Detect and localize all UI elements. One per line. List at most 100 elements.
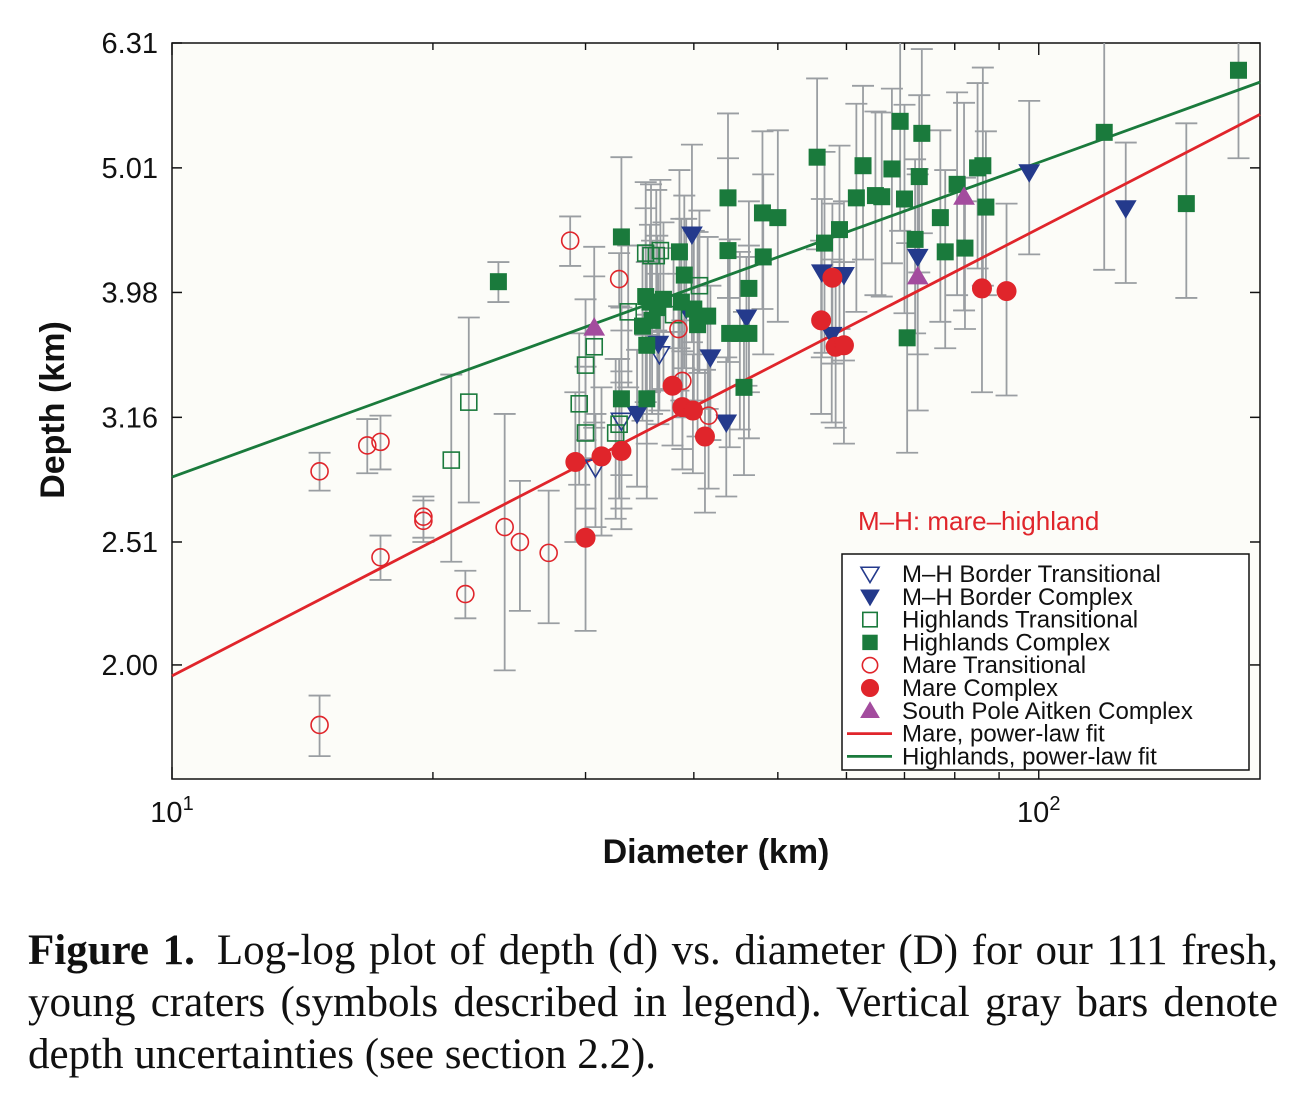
data-point <box>811 310 832 331</box>
data-point <box>740 279 758 297</box>
figure-caption: Figure 1. Log-log plot of depth (d) vs. d… <box>28 925 1278 1081</box>
caption-label: Figure 1. <box>28 927 195 974</box>
data-point <box>654 290 672 308</box>
legend-marker <box>860 678 880 698</box>
fit-line <box>171 80 1261 479</box>
data-point <box>442 451 461 469</box>
data-point <box>898 329 916 347</box>
data-point <box>699 349 722 368</box>
data-point <box>495 517 514 537</box>
data-point <box>833 335 854 356</box>
data-point <box>830 221 848 239</box>
data-point <box>754 248 772 266</box>
data-points <box>310 61 1247 735</box>
data-point <box>510 532 530 552</box>
y-tick-label: 5.01 <box>102 153 158 185</box>
data-point <box>854 157 872 175</box>
data-point <box>638 390 656 408</box>
data-point <box>647 246 666 265</box>
legend-marker <box>860 701 880 719</box>
data-point <box>576 424 595 442</box>
legend-label: Mare Transitional <box>902 652 1086 679</box>
y-tick-label: 6.31 <box>102 28 158 60</box>
data-point <box>931 209 949 227</box>
data-point <box>971 278 992 299</box>
data-point <box>638 336 656 354</box>
data-point <box>694 426 715 447</box>
data-point <box>609 269 629 289</box>
data-point <box>357 436 377 455</box>
data-point <box>414 511 433 531</box>
data-point <box>585 337 604 356</box>
data-point <box>414 507 433 527</box>
fit-lines <box>171 80 1261 678</box>
data-point <box>681 226 703 245</box>
data-point <box>583 317 606 336</box>
data-point <box>1177 195 1195 213</box>
y-tick-label: 2.00 <box>102 650 158 682</box>
data-point <box>719 242 737 260</box>
data-point <box>690 276 709 295</box>
data-point <box>1114 200 1137 219</box>
data-point <box>612 228 630 246</box>
legend-label: Highlands Transitional <box>902 607 1138 634</box>
legend-marker <box>862 634 878 651</box>
data-point <box>735 309 758 328</box>
data-point <box>735 378 753 396</box>
data-point <box>822 267 843 288</box>
data-point <box>873 188 891 206</box>
x-tick-label: 102 <box>1017 793 1060 829</box>
data-point <box>591 446 612 467</box>
data-point <box>895 190 913 208</box>
data-point <box>651 241 670 260</box>
data-point <box>1095 123 1113 141</box>
x-axis-title: Diameter (km) <box>603 833 830 871</box>
legend-marker <box>861 611 878 628</box>
legend-label: Mare Complex <box>902 675 1058 702</box>
data-point <box>456 584 475 604</box>
legend-marker <box>859 566 881 585</box>
legend-label: M–H Border Transitional <box>902 561 1161 588</box>
data-point <box>670 243 688 261</box>
caption-text: Log-log plot of depth (d) vs. diameter (… <box>28 927 1278 1078</box>
data-point <box>910 168 928 186</box>
axes: 2.00 2.51 3.16 3.98 5.01 6.31 101 102 <box>102 28 1260 829</box>
data-point <box>489 273 507 291</box>
data-point <box>753 204 771 222</box>
data-point <box>913 124 931 142</box>
x-tick-label: 101 <box>150 793 193 829</box>
data-point <box>1229 61 1247 79</box>
data-point <box>371 432 390 452</box>
fit-line <box>171 113 1261 678</box>
data-point <box>560 231 580 250</box>
legend-marker <box>860 589 880 607</box>
data-point <box>906 248 929 268</box>
y-tick-label: 3.98 <box>102 277 158 309</box>
data-point <box>619 303 638 321</box>
data-point <box>669 319 688 339</box>
data-point <box>948 175 966 193</box>
legend-label: Highlands, power-law fit <box>902 743 1157 770</box>
data-point <box>539 543 558 563</box>
data-point <box>974 157 992 175</box>
legend-label: Highlands Complex <box>902 629 1110 656</box>
data-point <box>612 390 630 408</box>
data-point <box>636 244 655 262</box>
data-point <box>611 440 632 461</box>
y-tick-label: 3.16 <box>102 402 158 434</box>
data-point <box>847 189 865 207</box>
data-point <box>719 189 737 207</box>
data-point <box>996 281 1017 302</box>
annotation-text: M–H: mare–highland <box>858 506 1099 536</box>
data-point <box>715 414 738 433</box>
data-point <box>977 198 995 216</box>
legend-label: South Pole Aitken Complex <box>902 698 1193 725</box>
data-point <box>576 356 595 374</box>
data-point <box>769 209 787 227</box>
data-point <box>662 375 683 396</box>
data-point <box>310 462 329 481</box>
data-point <box>699 307 717 325</box>
data-point <box>956 239 974 257</box>
data-point <box>682 400 703 421</box>
